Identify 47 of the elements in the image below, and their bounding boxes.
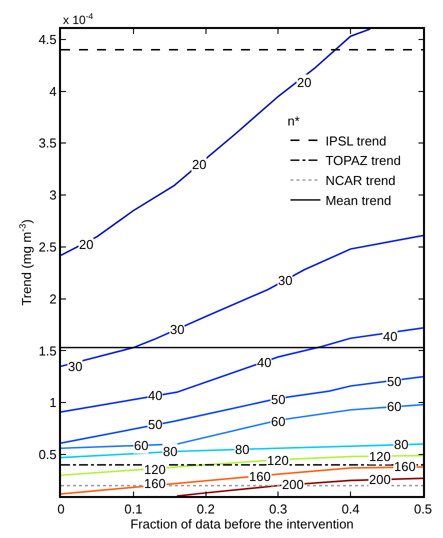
annotation: 160 — [144, 476, 166, 491]
annotation: 120 — [369, 449, 391, 464]
annotation: 60 — [134, 438, 148, 453]
y-tick-label: 2.5 — [38, 239, 57, 254]
annotation: 30 — [278, 273, 292, 288]
annotation: 200 — [282, 477, 304, 492]
y-tick-label: 1.5 — [38, 343, 57, 358]
x-tick-label: 0.2 — [196, 501, 215, 516]
legend-label: NCAR trend — [325, 173, 396, 188]
annotation: 120 — [144, 462, 166, 477]
annotation: 40 — [383, 329, 398, 344]
x-tick-label: 0.1 — [124, 501, 142, 516]
annotation: 50 — [271, 392, 286, 407]
y-tick-label: 3.5 — [38, 136, 57, 151]
x-tick-label: 0.3 — [269, 501, 288, 516]
annotation: 20 — [297, 75, 312, 90]
annotation: 20 — [79, 237, 94, 252]
legend-label: Mean trend — [325, 193, 392, 208]
annotation: 80 — [235, 442, 250, 457]
annotation: 30 — [170, 322, 184, 337]
annotation: 20 — [192, 157, 206, 172]
x-tick-label: 0.4 — [342, 501, 360, 516]
annotation: 80 — [163, 444, 178, 459]
x-tick-label: 0 — [57, 501, 65, 516]
x-tick-label: 0.5 — [414, 501, 432, 516]
annotation: 30 — [68, 359, 82, 374]
annotation: 200 — [369, 472, 391, 487]
legend-title: n* — [287, 113, 300, 128]
annotation: 80 — [394, 437, 408, 452]
y-tick-label: 2 — [49, 291, 57, 306]
y-tick-label: 4 — [49, 84, 57, 99]
y-tick-label: 1 — [49, 395, 57, 410]
y-tick-label: 4.5 — [38, 32, 57, 47]
annotation: 50 — [387, 374, 402, 389]
annotation: 160 — [249, 469, 271, 484]
legend-label: TOPAZ trend — [325, 153, 401, 168]
annotation: 160 — [394, 459, 416, 474]
y-tick-label: 3 — [49, 188, 57, 203]
legend-label: IPSL trend — [325, 133, 386, 148]
annotation: 50 — [148, 417, 162, 432]
annotation: 40 — [148, 388, 162, 403]
annotation: 40 — [257, 355, 272, 370]
annotation: 60 — [271, 414, 286, 429]
text: x 10$^{-4}$ — [63, 11, 94, 28]
annotation: 60 — [387, 399, 402, 414]
x-axis-title: Fraction of data before the intervention — [130, 516, 354, 532]
y-tick-label: 0.5 — [38, 447, 57, 462]
